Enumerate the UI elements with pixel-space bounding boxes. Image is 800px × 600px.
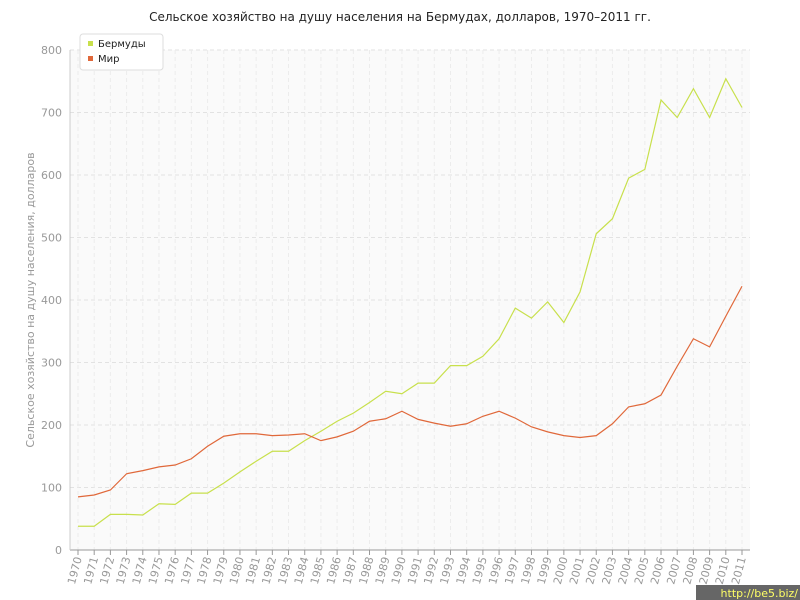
y-tick-label: 800 (41, 44, 62, 57)
y-tick-label: 500 (41, 232, 62, 245)
chart-title: Сельское хозяйство на душу населения на … (149, 10, 651, 24)
y-tick-label: 100 (41, 482, 62, 495)
y-tick-label: 300 (41, 357, 62, 370)
legend-swatch (88, 41, 93, 46)
legend-label: Мир (98, 54, 119, 65)
legend-box (79, 33, 164, 71)
y-tick-label: 200 (41, 419, 62, 432)
y-tick-label: 0 (55, 544, 62, 557)
y-axis-title: Сельское хозяйство на душу населения, до… (24, 152, 37, 447)
watermark-bg (696, 585, 800, 600)
legend-swatch (88, 56, 93, 61)
watermark: http://be5.biz/ (721, 587, 799, 600)
y-tick-label: 400 (41, 294, 62, 307)
series-line (77, 285, 743, 498)
y-tick-label: 700 (41, 107, 62, 120)
legend-label: Бермуды (98, 39, 146, 50)
y-tick-label: 600 (41, 169, 62, 182)
series-line (78, 77, 743, 527)
